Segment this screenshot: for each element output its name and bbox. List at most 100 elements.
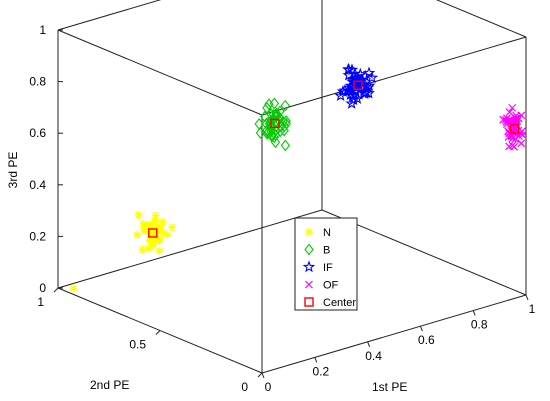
series-center xyxy=(148,80,520,238)
data-point xyxy=(362,66,376,79)
z-tick-label: 0.4 xyxy=(29,178,46,192)
box-edge xyxy=(261,294,527,374)
data-point xyxy=(362,79,376,92)
x-tick-label: 0.8 xyxy=(471,318,488,332)
data-point xyxy=(133,230,142,239)
legend-box xyxy=(294,217,358,311)
series-if xyxy=(334,62,379,109)
data-point xyxy=(168,223,177,232)
data-point xyxy=(254,118,264,130)
x-tick-mark xyxy=(314,357,318,363)
data-marks xyxy=(69,62,527,293)
data-point xyxy=(264,98,274,111)
data-point xyxy=(505,108,514,117)
data-point xyxy=(281,115,291,127)
legend-label: IF xyxy=(323,262,333,274)
data-point xyxy=(266,129,276,142)
data-point xyxy=(158,218,167,227)
legend-label: OF xyxy=(323,280,339,292)
x-tick-label: 0.2 xyxy=(312,364,329,378)
legend-marker xyxy=(304,243,314,256)
z-tick-label: 0.2 xyxy=(29,229,46,243)
z-tick-label: 1 xyxy=(39,23,46,37)
y-tick-mark xyxy=(155,330,161,335)
data-point xyxy=(505,142,513,151)
x-tick-mark xyxy=(261,372,265,379)
center-point xyxy=(148,228,158,238)
legend-marker xyxy=(304,297,314,307)
legend-marker xyxy=(305,280,313,289)
data-point xyxy=(342,62,355,75)
data-point xyxy=(506,116,515,124)
data-point xyxy=(353,73,366,86)
legend-marker xyxy=(302,260,316,273)
data-point xyxy=(344,88,357,100)
x-tick-mark xyxy=(525,294,529,301)
x-tick-mark xyxy=(367,341,371,347)
legend-label: N xyxy=(323,227,331,239)
data-point xyxy=(512,114,521,123)
data-point xyxy=(266,125,276,138)
x-tick-label: 0.4 xyxy=(365,349,382,363)
data-point xyxy=(345,97,358,109)
legend-marker xyxy=(305,228,313,236)
x-tick-label: 0.6 xyxy=(418,333,435,347)
legend-label: Center xyxy=(323,297,356,309)
data-point xyxy=(508,134,517,143)
box-edge xyxy=(435,0,527,38)
series-of xyxy=(499,103,527,151)
center-point xyxy=(509,124,520,134)
data-point xyxy=(134,211,143,220)
data-point xyxy=(280,99,290,112)
center-point xyxy=(270,118,280,129)
data-point xyxy=(342,63,356,76)
data-point xyxy=(499,115,508,124)
data-point xyxy=(163,230,172,239)
data-point xyxy=(514,114,523,123)
data-point xyxy=(69,284,78,293)
z-tick-label: 0.6 xyxy=(29,126,46,140)
data-point xyxy=(155,246,164,255)
x-tick-label: 1 xyxy=(529,302,536,316)
data-point xyxy=(515,132,523,141)
series-n xyxy=(133,211,177,255)
y-axis-label: 2nd PE xyxy=(90,378,129,392)
data-point xyxy=(365,71,379,84)
y-tick-label: 1 xyxy=(37,295,44,309)
x-tick-mark xyxy=(472,310,476,316)
data-point xyxy=(508,103,517,112)
data-point xyxy=(279,124,289,137)
legend: NB IF OF Center xyxy=(294,217,358,311)
data-point xyxy=(148,241,157,250)
box-edge xyxy=(261,36,527,116)
data-point xyxy=(269,97,280,110)
data-point xyxy=(263,126,273,139)
y-tick-mark xyxy=(53,287,59,293)
box-edge xyxy=(57,29,263,116)
x-axis-label: 1st PE xyxy=(372,380,407,394)
z-tick-label: 0 xyxy=(39,281,46,295)
y-tick-label: 0.5 xyxy=(129,338,146,352)
data-point xyxy=(278,115,288,128)
data-point xyxy=(151,211,160,220)
data-point xyxy=(255,127,266,139)
x-tick-mark xyxy=(419,326,423,332)
data-point xyxy=(517,139,526,148)
data-point xyxy=(280,139,291,152)
data-point xyxy=(361,81,375,94)
legend-label: B xyxy=(323,245,330,257)
axes-box xyxy=(57,0,527,374)
z-axis-label: 3rd PE xyxy=(6,152,20,189)
data-point xyxy=(140,225,149,234)
x-tick-label: 0 xyxy=(265,380,272,394)
center-point xyxy=(353,80,363,90)
data-point xyxy=(138,245,147,254)
data-point xyxy=(262,101,272,114)
box-edge xyxy=(57,209,323,289)
box-edge xyxy=(57,0,162,31)
series-b xyxy=(254,97,292,152)
y-tick-label: 0 xyxy=(241,380,248,394)
z-tick-label: 0.8 xyxy=(29,75,46,89)
